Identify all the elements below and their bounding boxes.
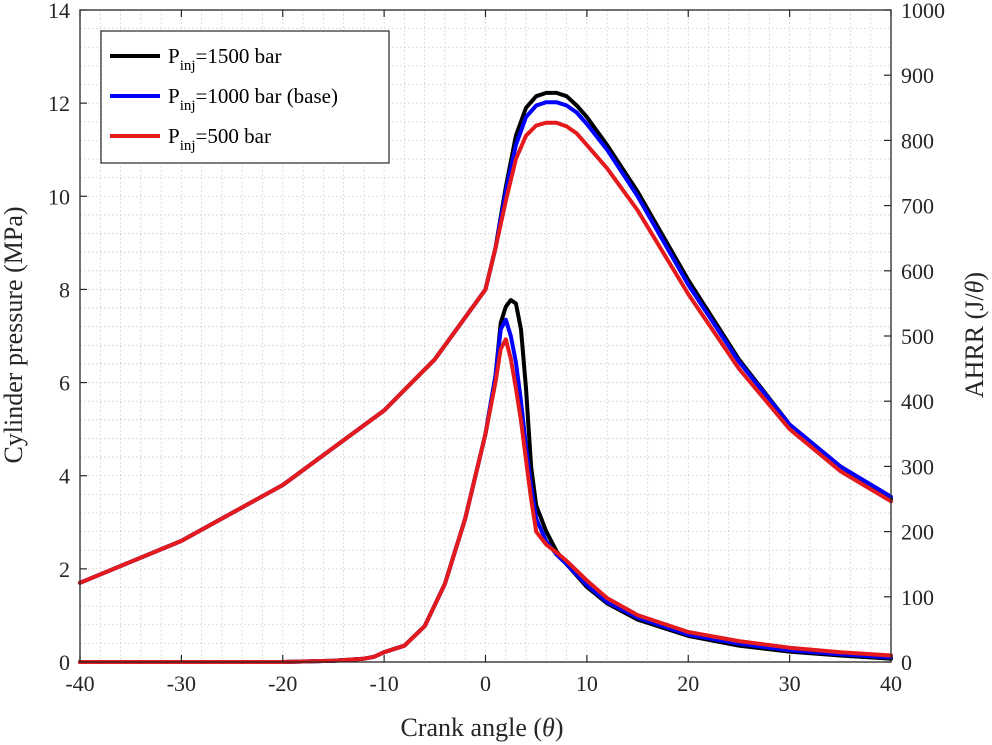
x-tick-label: 30 (779, 671, 801, 696)
tick-labels: -40 -30 -20 -10 0 10 20 30 400246810121401002003… (48, 0, 945, 696)
x-tick-label: 10 (576, 671, 598, 696)
y-tick-label-right: 300 (901, 454, 934, 479)
y-tick-label-right: 500 (901, 324, 934, 349)
y-tick-label-left: 0 (59, 650, 70, 675)
legend: Pinj=1500 bar Pinj=1000 bar (base) Pinj=… (100, 30, 390, 164)
y-tick-label-left: 4 (59, 464, 70, 489)
x-tick-label: 40 (880, 671, 902, 696)
y-tick-label-left: 12 (48, 91, 70, 116)
series-lines (78, 90, 893, 664)
y-tick-label-right: 400 (901, 389, 934, 414)
legend-label-p500: Pinj=500 bar (168, 124, 271, 154)
x-tick-label: 20 (677, 671, 699, 696)
legend-label-p1000: Pinj=1000 bar (base) (168, 84, 338, 114)
ahrr-line-p500 (78, 337, 893, 664)
x-tick-label: 0 (480, 671, 491, 696)
y-tick-label-left: 10 (48, 184, 70, 209)
y-tick-label-right: 200 (901, 520, 934, 545)
y-tick-label-left: 14 (48, 0, 70, 23)
x-tick-label: -40 (65, 671, 94, 696)
x-tick-label: -30 (167, 671, 196, 696)
y-tick-label-right: 100 (901, 585, 934, 610)
y-tick-label-right: 700 (901, 194, 934, 219)
y-tick-label-right: 800 (901, 128, 934, 153)
y-axis-label-right: AHRR (J/θ) (960, 272, 989, 398)
y-tick-label-left: 6 (59, 371, 70, 396)
y-tick-label-right: 1000 (901, 0, 945, 23)
x-tick-label: -10 (369, 671, 398, 696)
y-tick-label-left: 8 (59, 277, 70, 302)
legend-label-p1500: Pinj=1500 bar (168, 44, 281, 74)
y-tick-label-right: 0 (901, 650, 912, 675)
y-tick-label-right: 600 (901, 259, 934, 284)
x-tick-label: -20 (268, 671, 297, 696)
y-tick-label-left: 2 (59, 557, 70, 582)
x-axis-label: Crank angle (θ) (401, 713, 564, 742)
y-tick-label-right: 900 (901, 63, 934, 88)
pressure-line-p500 (78, 120, 893, 585)
y-axis-label-left: Cylinder pressure (MPa) (0, 206, 28, 463)
tick-marks (79, 9, 892, 663)
